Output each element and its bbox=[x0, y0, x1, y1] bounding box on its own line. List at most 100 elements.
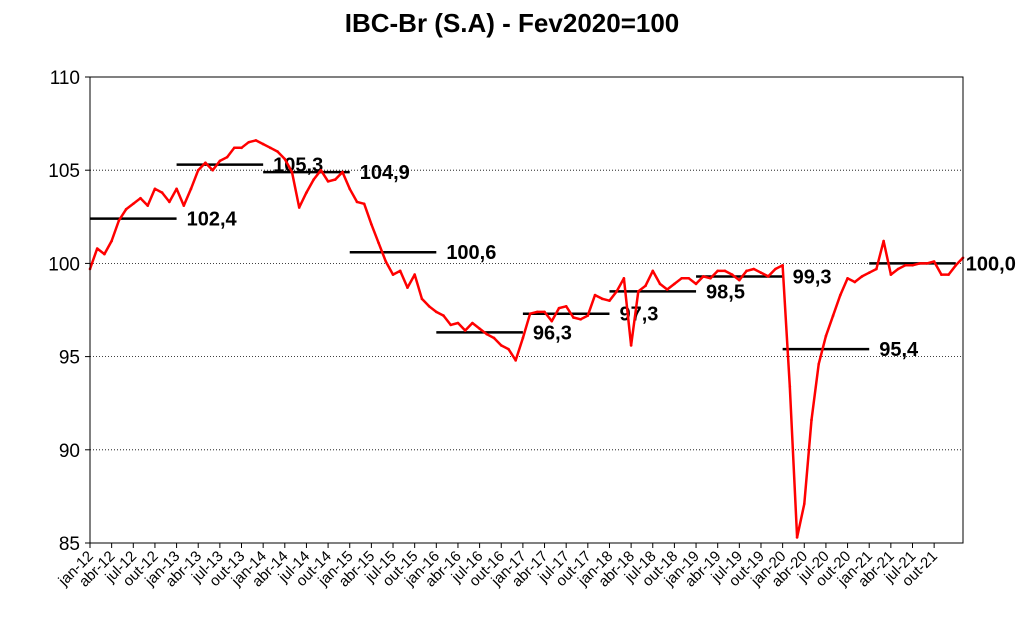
data-point bbox=[153, 187, 157, 191]
data-point bbox=[269, 146, 272, 150]
data-point bbox=[896, 267, 900, 271]
data-point bbox=[536, 310, 539, 314]
y-tick-label: 90 bbox=[59, 441, 80, 462]
series-line bbox=[88, 139, 964, 539]
data-point bbox=[745, 269, 748, 273]
data-point bbox=[319, 168, 323, 172]
annual-average-label: 95,4 bbox=[879, 339, 919, 361]
data-point bbox=[954, 263, 958, 267]
data-point bbox=[824, 334, 828, 338]
data-point bbox=[716, 269, 719, 273]
data-point bbox=[449, 323, 453, 327]
data-point bbox=[175, 187, 178, 191]
data-point bbox=[160, 191, 164, 194]
data-point bbox=[131, 202, 135, 206]
data-point bbox=[543, 310, 546, 314]
data-point bbox=[297, 206, 301, 209]
data-point bbox=[651, 269, 655, 273]
data-point bbox=[247, 140, 251, 144]
data-point bbox=[341, 170, 344, 174]
series-group bbox=[88, 139, 965, 539]
data-point bbox=[557, 306, 561, 310]
data-point bbox=[348, 187, 352, 191]
data-point bbox=[139, 196, 142, 200]
data-point bbox=[903, 263, 907, 267]
data-point bbox=[442, 314, 445, 317]
data-point bbox=[103, 252, 106, 256]
data-point bbox=[788, 385, 792, 388]
data-point bbox=[110, 239, 113, 243]
data-point bbox=[240, 146, 243, 150]
data-point bbox=[492, 336, 496, 340]
annual-average-label: 98,5 bbox=[706, 281, 745, 303]
data-point bbox=[839, 293, 842, 297]
data-point bbox=[817, 362, 821, 366]
data-point bbox=[665, 288, 669, 291]
y-axis: 110 105 100 95 90 85 bbox=[48, 68, 90, 555]
data-point bbox=[427, 304, 431, 308]
data-point bbox=[124, 208, 128, 211]
data-point bbox=[615, 290, 618, 293]
data-point bbox=[168, 200, 171, 204]
y-tick-label: 110 bbox=[50, 68, 80, 89]
data-point bbox=[853, 280, 857, 284]
data-point bbox=[225, 155, 229, 159]
y-tick-label: 100 bbox=[48, 254, 80, 275]
annual-average-label: 102,4 bbox=[187, 209, 238, 231]
data-point bbox=[925, 262, 929, 265]
data-point bbox=[860, 275, 864, 278]
data-point bbox=[795, 536, 799, 539]
data-point bbox=[232, 146, 236, 150]
annual-average-label: 99,3 bbox=[793, 266, 832, 288]
data-point bbox=[593, 293, 597, 297]
data-point bbox=[478, 327, 481, 330]
data-point bbox=[189, 187, 193, 191]
data-point bbox=[947, 273, 950, 276]
data-point bbox=[283, 157, 287, 161]
data-point bbox=[463, 329, 467, 332]
data-point bbox=[940, 273, 943, 276]
data-point bbox=[694, 282, 698, 286]
data-point bbox=[204, 161, 207, 165]
data-point bbox=[911, 263, 914, 267]
data-point bbox=[918, 262, 922, 265]
data-point bbox=[781, 263, 784, 267]
data-point bbox=[377, 241, 380, 245]
data-point bbox=[882, 239, 885, 243]
data-point bbox=[658, 282, 662, 286]
data-point bbox=[261, 142, 265, 146]
data-point bbox=[738, 278, 741, 282]
data-point bbox=[514, 359, 517, 362]
data-point bbox=[687, 277, 691, 280]
data-point bbox=[95, 247, 99, 250]
data-point bbox=[254, 139, 258, 142]
data-point bbox=[420, 297, 424, 301]
data-point bbox=[723, 269, 727, 273]
data-point bbox=[456, 321, 460, 325]
data-point bbox=[550, 319, 554, 323]
data-point bbox=[867, 271, 871, 275]
data-point bbox=[435, 310, 438, 314]
data-point bbox=[701, 275, 705, 278]
data-point bbox=[521, 336, 525, 340]
data-point bbox=[932, 260, 936, 263]
data-point bbox=[846, 277, 849, 280]
annual-average-label: 97,3 bbox=[619, 304, 658, 326]
data-point bbox=[637, 290, 640, 293]
data-point bbox=[802, 502, 806, 506]
data-point bbox=[586, 314, 590, 317]
data-point bbox=[406, 286, 409, 289]
data-point bbox=[889, 273, 893, 276]
data-point bbox=[305, 191, 308, 194]
data-point bbox=[709, 277, 712, 280]
annual-average-label: 100,6 bbox=[446, 242, 496, 264]
data-point bbox=[384, 260, 388, 263]
data-point bbox=[564, 304, 568, 308]
data-point bbox=[370, 222, 373, 226]
data-point bbox=[312, 178, 315, 181]
data-point bbox=[810, 418, 813, 422]
data-point bbox=[572, 316, 575, 319]
data-point bbox=[831, 314, 835, 317]
data-point bbox=[485, 332, 489, 336]
